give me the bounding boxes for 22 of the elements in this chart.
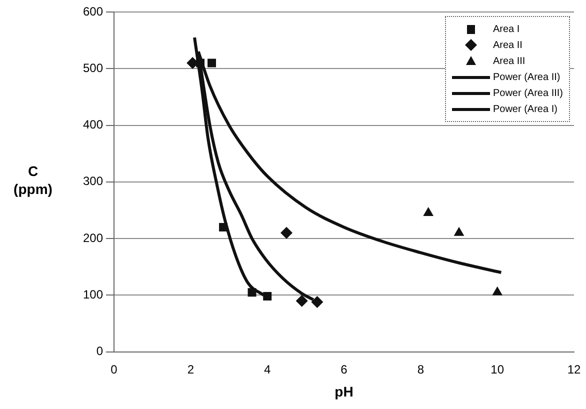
y-tick-label: 500: [82, 60, 104, 75]
legend-label: Area I: [492, 24, 520, 34]
x-tick-label: 2: [187, 362, 194, 376]
y-tick-label: 0: [96, 344, 104, 358]
y-tick-label: 300: [82, 174, 104, 188]
legend-label: Power (Area I): [492, 104, 558, 114]
x-tick-label: 10: [490, 362, 504, 376]
y-tick-label: 600: [82, 4, 104, 18]
y-axis-title: C (ppm): [12, 162, 54, 198]
x-tick-label: 8: [417, 362, 424, 376]
legend-label: Power (Area II): [492, 72, 560, 82]
legend-label: Power (Area III): [492, 88, 563, 98]
x-tick-label: 0: [110, 362, 118, 376]
x-tick-label: 12: [567, 362, 581, 376]
x-tick-label: 4: [264, 362, 272, 376]
x-tick-label: 6: [340, 362, 348, 376]
legend-label: Area II: [492, 40, 522, 50]
legend-label: Area III: [492, 56, 526, 66]
y-tick-label: 400: [82, 118, 104, 132]
x-axis-title: pH: [334, 383, 354, 400]
y-tick-label: 100: [82, 287, 104, 302]
y-tick-label: 200: [82, 230, 104, 245]
